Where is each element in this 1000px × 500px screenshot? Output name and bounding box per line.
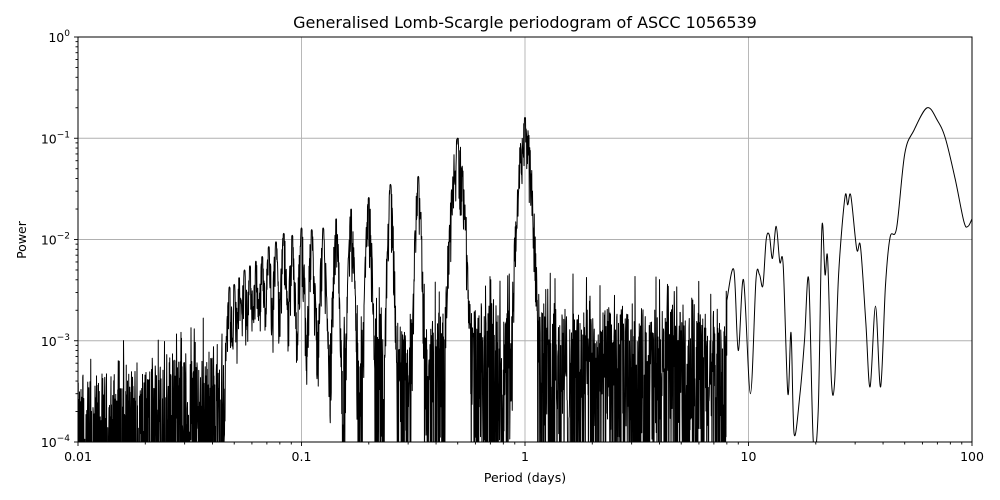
x-tick-label: 0.01 (64, 449, 92, 464)
y-tick-label: 10−2 (41, 232, 70, 248)
y-tick-label: 10−1 (41, 130, 70, 146)
y-tick-labels: 10−4 10−3 10−2 10−1 100 (41, 29, 70, 450)
x-tick-label: 0.1 (292, 449, 312, 464)
x-tick-label: 10 (741, 449, 757, 464)
x-tick-labels: 0.01 0.1 1 10 100 (64, 449, 984, 464)
y-axis-label: Power (14, 220, 29, 259)
y-tick-label: 10−3 (41, 333, 70, 349)
x-tick-label: 1 (521, 449, 529, 464)
chart-title: Generalised Lomb-Scargle periodogram of … (293, 13, 757, 32)
y-tick-label: 100 (48, 29, 70, 45)
x-axis-label: Period (days) (484, 470, 566, 485)
power-series-line (78, 107, 972, 442)
y-tick-label: 10−4 (41, 434, 70, 450)
x-tick-label: 100 (960, 449, 984, 464)
axis-ticks (74, 36, 973, 446)
plot-area (78, 107, 972, 442)
